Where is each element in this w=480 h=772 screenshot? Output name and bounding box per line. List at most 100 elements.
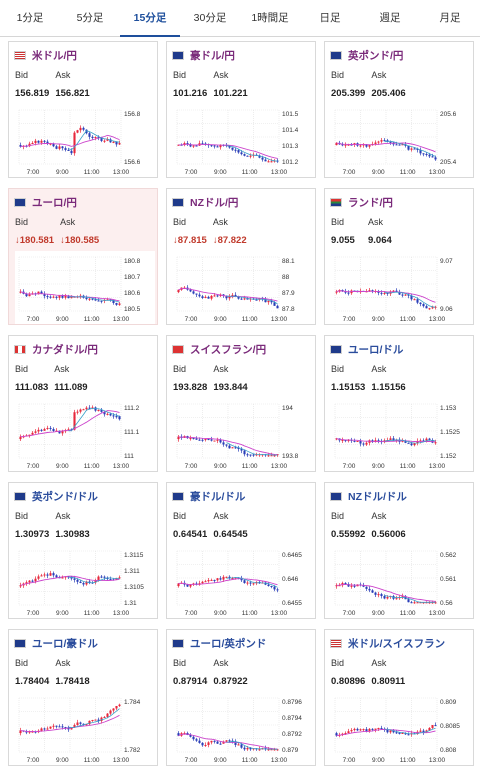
candle-body (82, 409, 85, 411)
candle-body (55, 725, 58, 727)
candle-body (413, 443, 416, 446)
rate-card[interactable]: ユーロ/豪ドル Bid Ask 1.78404 1.78418 1.784 1.782 7:0… (8, 629, 158, 766)
candle-body (419, 149, 422, 154)
candle-body (407, 734, 410, 736)
candle-body (115, 303, 118, 305)
pair-link[interactable]: スイスフラン/円 (172, 342, 266, 356)
tab-2[interactable]: 15分足 (120, 0, 180, 37)
x-tick-label: 7:00 (185, 169, 198, 176)
y-tick-label: 101.4 (282, 127, 299, 134)
pair-link[interactable]: 豪ドル/ドル (172, 489, 245, 503)
rate-card[interactable]: 米ドル/スイスフラン Bid Ask 0.80896 0.80911 0.809 0.808… (324, 629, 474, 766)
pair-link[interactable]: ユーロ/円 (14, 195, 77, 209)
candle-body (431, 156, 434, 158)
pair-link[interactable]: ユーロ/ドル (330, 342, 403, 356)
candle-body (225, 296, 228, 299)
pair-link[interactable]: カナダドル/円 (14, 342, 98, 356)
rate-card[interactable]: 豪ドル/ドル Bid Ask 0.64541 0.64545 0.6465 0.646 0.6… (166, 482, 316, 619)
candle-body (67, 576, 70, 578)
x-tick-label: 9:00 (56, 316, 69, 323)
rate-card[interactable]: スイスフラン/円 Bid Ask 193.828 193.844 194 193.8 7:00… (166, 335, 316, 472)
candlestick-chart[interactable]: 194 193.8 7:00 9:00 11:00 13:00 (173, 398, 313, 471)
x-tick-label: 13:00 (271, 757, 288, 764)
rate-card[interactable]: ランド/円 Bid Ask 9.055 9.064 9.07 9.06 7:00 9:00 11:… (324, 188, 474, 325)
rate-card[interactable]: 米ドル/円 Bid Ask 156.819 156.821 156.8 156.6 7:00 9… (8, 41, 158, 178)
candle-body (383, 140, 386, 142)
rate-card[interactable]: 英ポンド/ドル Bid Ask 1.30973 1.30983 1.3115 1.311 1.… (8, 482, 158, 619)
rate-card[interactable]: NZドル/円 Bid Ask ↓87.815 ↓87.822 88.1 88 87.9 87.8… (166, 188, 316, 325)
candlestick-chart[interactable]: 205.6 205.4 7:00 9:00 11:00 13:00 (331, 104, 471, 177)
tab-7[interactable]: 月足 (439, 12, 461, 24)
rate-card[interactable]: 英ポンド/円 Bid Ask 205.399 205.406 205.6 205.4 7:00… (324, 41, 474, 178)
candlestick-chart[interactable]: 88.1 88 87.9 87.8 7:00 9:00 11:00 13:00 (173, 251, 313, 324)
candle-body (240, 744, 243, 748)
candle-body (112, 141, 115, 143)
tab-1[interactable]: 5分足 (76, 12, 104, 24)
tab-6[interactable]: 週足 (379, 12, 401, 24)
pair-link[interactable]: ユーロ/豪ドル (14, 636, 98, 650)
rate-card[interactable]: カナダドル/円 Bid Ask 111.083 111.089 111.2 111.1 111… (8, 335, 158, 472)
candle-body (380, 140, 383, 142)
flag-icon (172, 197, 184, 207)
candle-body (31, 432, 34, 435)
tab-5[interactable]: 日足 (319, 12, 341, 24)
candle-body (19, 730, 22, 734)
candle-body (267, 161, 270, 163)
candle-body (109, 579, 112, 581)
y-tick-label: 0.879 (282, 747, 299, 754)
bid-label: Bid (173, 658, 187, 668)
candle-body (255, 299, 258, 301)
candlestick-chart[interactable]: 111.2 111.1 111 7:00 9:00 11:00 13:00 (15, 398, 155, 471)
pair-link[interactable]: 英ポンド/円 (330, 48, 403, 62)
candle-body (225, 444, 228, 446)
candle-body (34, 578, 37, 582)
ask-label: Ask (213, 70, 229, 80)
tab-4[interactable]: 1時間足 (251, 12, 289, 24)
candlestick-chart[interactable]: 0.809 0.8085 0.808 7:00 9:00 11:00 13:00 (331, 692, 471, 765)
ask-label: Ask (55, 70, 71, 80)
candlestick-chart[interactable]: 0.6465 0.646 0.6455 7:00 9:00 11:00 13:00 (173, 545, 313, 618)
pair-link[interactable]: ユーロ/英ポンド (172, 636, 266, 650)
ma-line-short (68, 407, 120, 432)
candle-body (216, 578, 219, 581)
rate-card[interactable]: ユーロ/ドル Bid Ask 1.15153 1.15156 1.153 1.1525 1.1… (324, 335, 474, 472)
candlestick-chart[interactable]: 0.8796 0.8794 0.8792 0.879 7:00 9:00 11:00 13:0… (173, 692, 313, 765)
candle-body (49, 143, 52, 145)
candlestick-chart[interactable]: 9.07 9.06 7:00 9:00 11:00 13:00 (331, 251, 471, 324)
candle-body (428, 727, 431, 731)
candle-body (19, 291, 22, 293)
rate-card[interactable]: ユーロ/円 Bid Ask ↓180.581 ↓180.585 180.8 180.7 180… (8, 188, 158, 325)
bid-value: 0.64541 (173, 529, 208, 540)
tab-3[interactable]: 30分足 (193, 12, 227, 24)
y-tick-label: 193.8 (282, 453, 299, 460)
candle-body (228, 576, 231, 579)
pair-link[interactable]: 米ドル/円 (14, 48, 77, 62)
pair-link[interactable]: 英ポンド/ドル (14, 489, 98, 503)
candle-body (115, 416, 118, 418)
candle-body (67, 149, 70, 151)
pair-link[interactable]: 米ドル/スイスフラン (330, 636, 445, 650)
candlestick-chart[interactable]: 156.8 156.6 7:00 9:00 11:00 13:00 (15, 104, 155, 177)
rate-card[interactable]: NZドル/ドル Bid Ask 0.55992 0.56006 0.562 0.561 0.5… (324, 482, 474, 619)
candlestick-chart[interactable]: 101.5 101.4 101.3 101.2 7:00 9:00 11:00 13:00 (173, 104, 313, 177)
pair-link[interactable]: ランド/円 (330, 195, 393, 209)
pair-link[interactable]: 豪ドル/円 (172, 48, 235, 62)
candle-body (177, 436, 180, 440)
candle-body (91, 719, 94, 721)
candlestick-chart[interactable]: 1.153 1.1525 1.152 7:00 9:00 11:00 13:00 (331, 398, 471, 471)
x-tick-label: 9:00 (372, 169, 385, 176)
candle-body (258, 155, 261, 158)
rate-card[interactable]: ユーロ/英ポンド Bid Ask 0.87914 0.87922 0.8796 0.8794… (166, 629, 316, 766)
candlestick-chart[interactable]: 180.8 180.7 180.6 180.5 7:00 9:00 11:00 13:00 (15, 251, 155, 324)
candle-body (106, 413, 109, 415)
bid-value: 0.87914 (173, 676, 208, 687)
pair-link[interactable]: NZドル/ドル (330, 489, 407, 503)
pair-link[interactable]: NZドル/円 (172, 195, 238, 209)
candle-body (252, 454, 255, 456)
candlestick-chart[interactable]: 1.784 1.782 7:00 9:00 11:00 13:00 (15, 692, 155, 765)
tab-0[interactable]: 1分足 (16, 12, 44, 24)
x-tick-label: 13:00 (429, 757, 446, 764)
candlestick-chart[interactable]: 0.562 0.561 0.56 7:00 9:00 11:00 13:00 (331, 545, 471, 618)
candlestick-chart[interactable]: 1.3115 1.311 1.3105 1.31 7:00 9:00 11:00 13:00 (15, 545, 155, 618)
rate-card[interactable]: 豪ドル/円 Bid Ask 101.216 101.221 101.5 101.4 101.3… (166, 41, 316, 178)
